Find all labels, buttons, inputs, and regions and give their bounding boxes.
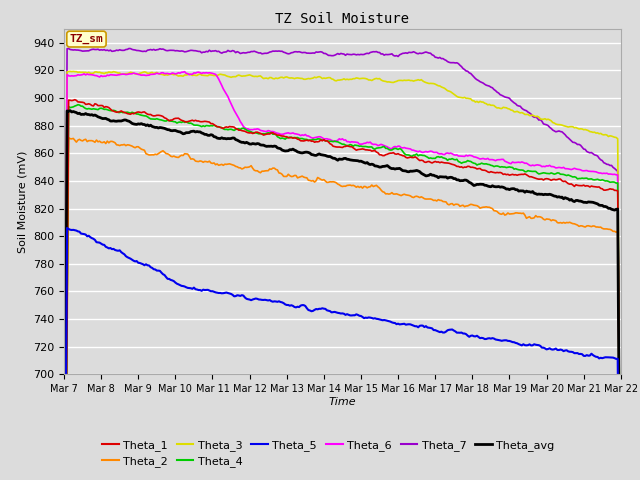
Legend: Theta_1, Theta_2, Theta_3, Theta_4, Theta_5, Theta_6, Theta_7, Theta_avg: Theta_1, Theta_2, Theta_3, Theta_4, Thet… [97,435,559,471]
Y-axis label: Soil Moisture (mV): Soil Moisture (mV) [17,150,28,253]
X-axis label: Time: Time [328,397,356,407]
Text: TZ_sm: TZ_sm [70,34,103,44]
Title: TZ Soil Moisture: TZ Soil Moisture [275,12,410,26]
